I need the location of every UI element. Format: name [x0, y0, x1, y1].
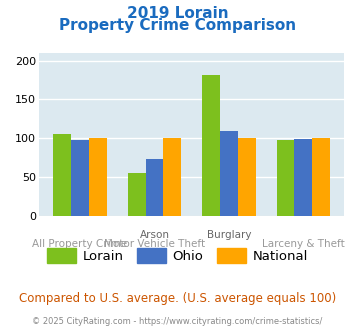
Text: 2019 Lorain: 2019 Lorain: [127, 6, 228, 21]
Bar: [128, 173, 146, 216]
Bar: [277, 140, 294, 216]
Bar: [89, 138, 107, 216]
Bar: [238, 138, 256, 216]
Legend: Lorain, Ohio, National: Lorain, Ohio, National: [42, 243, 313, 269]
Text: Motor Vehicle Theft: Motor Vehicle Theft: [104, 240, 205, 249]
Bar: [220, 131, 238, 216]
Bar: [71, 140, 89, 216]
Text: Property Crime Comparison: Property Crime Comparison: [59, 18, 296, 33]
Text: Burglary: Burglary: [207, 230, 251, 240]
Bar: [202, 75, 220, 216]
Bar: [53, 134, 71, 216]
Text: © 2025 CityRating.com - https://www.cityrating.com/crime-statistics/: © 2025 CityRating.com - https://www.city…: [32, 317, 323, 326]
Bar: [163, 138, 181, 216]
Bar: [146, 159, 163, 216]
Text: Compared to U.S. average. (U.S. average equals 100): Compared to U.S. average. (U.S. average …: [19, 292, 336, 305]
Text: All Property Crime: All Property Crime: [32, 240, 127, 249]
Bar: [312, 138, 330, 216]
Text: Arson: Arson: [140, 230, 169, 240]
Bar: [294, 139, 312, 216]
Text: Larceny & Theft: Larceny & Theft: [262, 240, 345, 249]
